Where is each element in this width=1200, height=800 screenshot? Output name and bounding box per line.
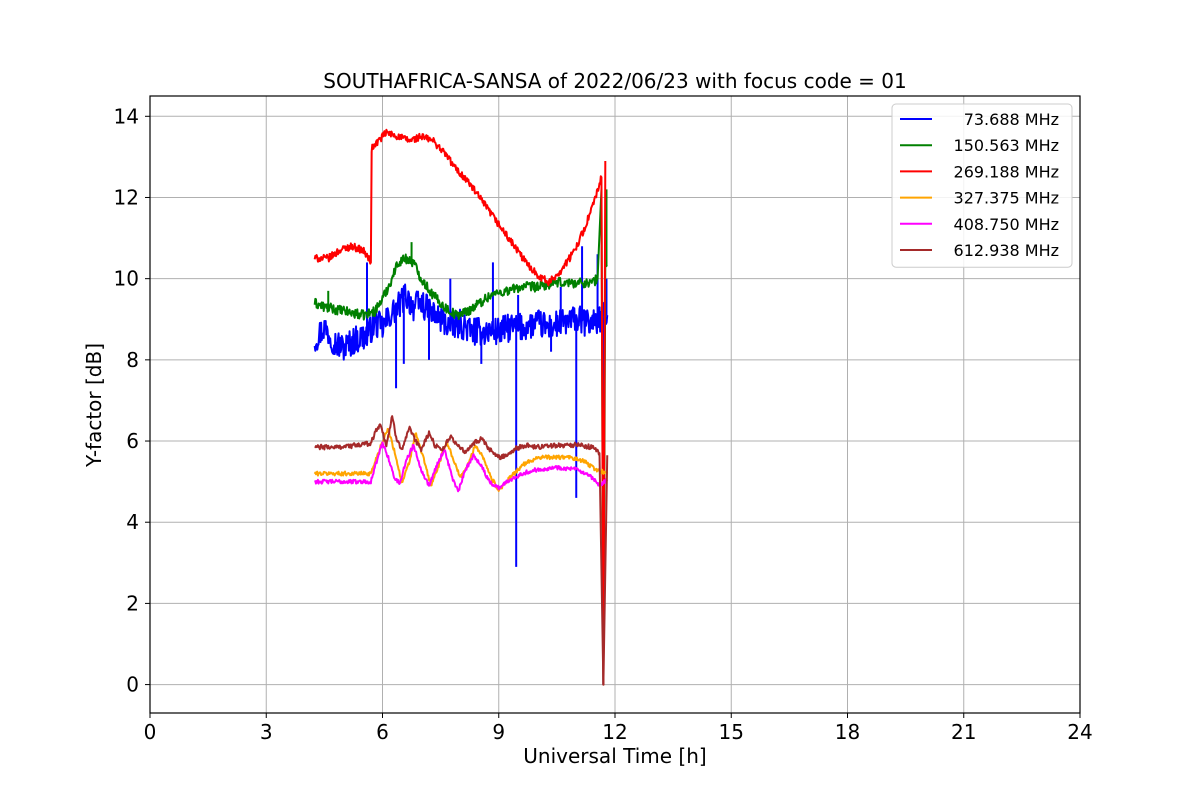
- legend-label: 612.938 MHz: [954, 241, 1059, 260]
- x-tick-label: 15: [719, 720, 744, 744]
- legend: 73.688 MHz 150.563 MHz 269.188 MHz 327.375 …: [891, 103, 1073, 268]
- series-line: [313, 283, 609, 361]
- series-line: [313, 128, 607, 686]
- series-line: [314, 441, 609, 493]
- x-tick-label: 12: [602, 720, 627, 744]
- legend-label: 269.188 MHz: [954, 162, 1059, 181]
- y-axis-label: Y-factor [dB]: [82, 343, 106, 468]
- series-line: [314, 415, 609, 686]
- y-tick-label: 10: [114, 267, 139, 291]
- x-tick-label: 24: [1067, 720, 1092, 744]
- legend-label: 73.688 MHz: [964, 110, 1059, 129]
- y-tick-label: 6: [126, 429, 139, 453]
- chart-title: SOUTHAFRICA-SANSA of 2022/06/23 with foc…: [323, 69, 907, 93]
- x-axis-label: Universal Time [h]: [523, 744, 706, 768]
- y-tick-label: 14: [114, 104, 139, 128]
- legend-label: 150.563 MHz: [954, 136, 1059, 155]
- series-line: [313, 188, 608, 686]
- y-tick-label: 12: [114, 185, 139, 209]
- grid: [149, 96, 1081, 713]
- legend-label: 327.375 MHz: [954, 189, 1059, 208]
- y-tick-label: 0: [126, 673, 139, 697]
- series-layer: [313, 128, 609, 686]
- x-tick-label: 3: [260, 720, 273, 744]
- x-tick-label: 0: [144, 720, 157, 744]
- legend-label: 408.750 MHz: [954, 215, 1059, 234]
- y-tick-label: 2: [126, 591, 139, 615]
- legend-box: [891, 103, 1073, 268]
- x-tick-label: 18: [835, 720, 860, 744]
- series-line: [313, 427, 609, 492]
- x-tick-label: 6: [376, 720, 389, 744]
- y-tick-label: 8: [126, 348, 139, 372]
- x-tick-label: 21: [951, 720, 976, 744]
- y-tick-label: 4: [126, 510, 139, 534]
- x-tick-label: 9: [492, 720, 505, 744]
